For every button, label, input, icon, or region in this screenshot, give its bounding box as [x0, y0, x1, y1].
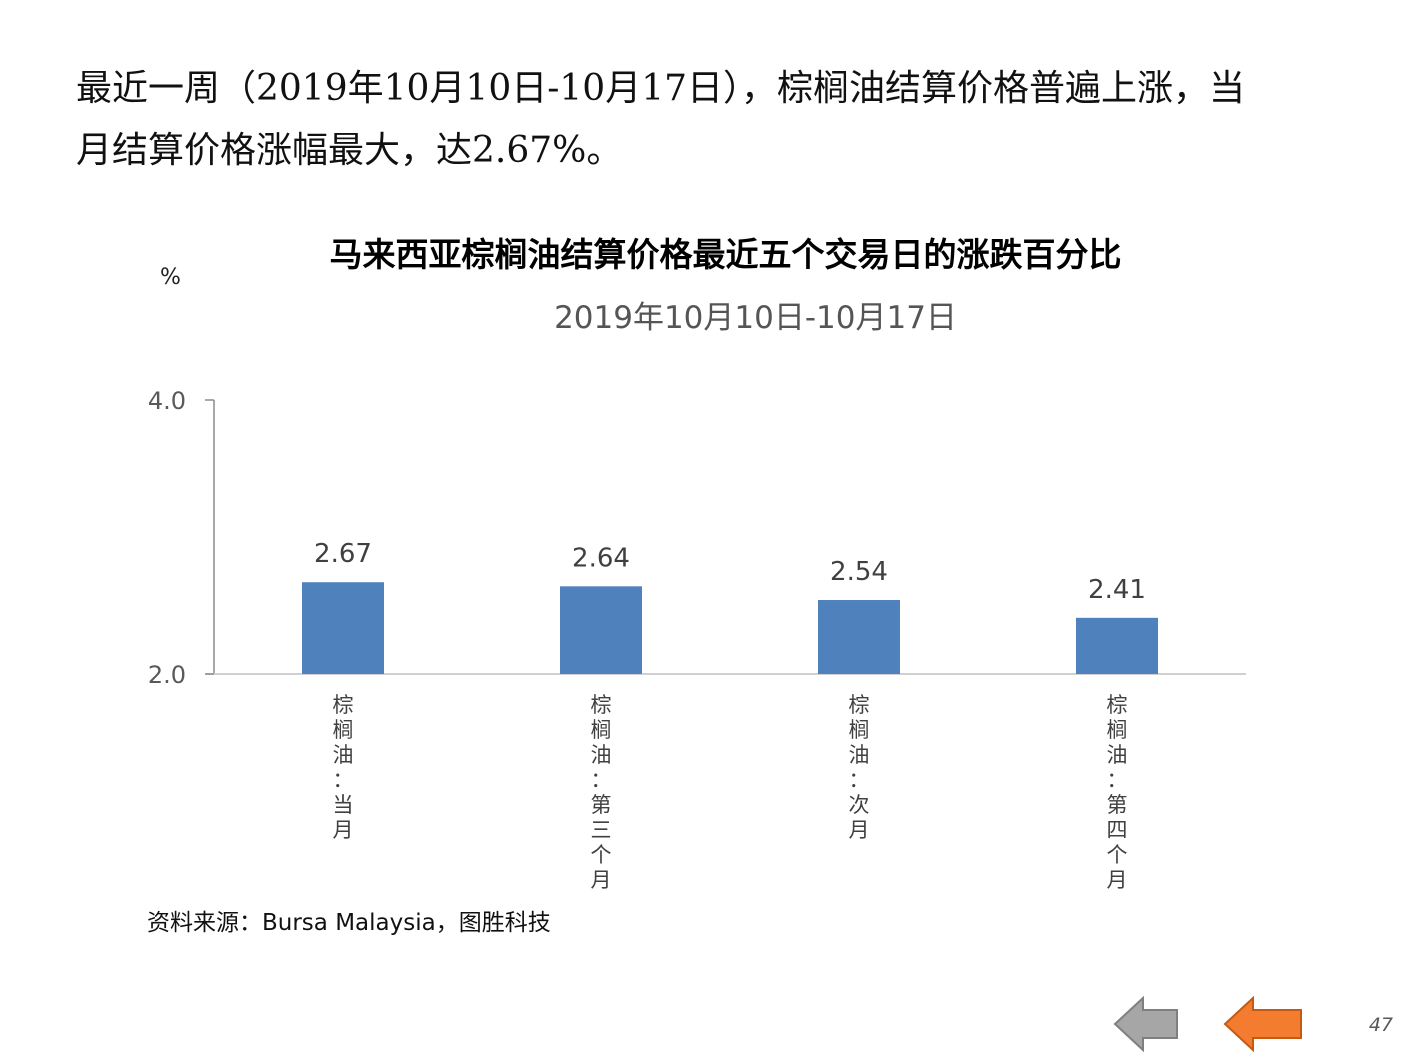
page-number: 47: [1368, 1014, 1393, 1036]
category-label: 棕榈油：次月: [849, 693, 870, 842]
data-label: 2.41: [1088, 575, 1146, 605]
data-label: 2.67: [314, 539, 372, 569]
source-note: 资料来源：Bursa Malaysia，图胜科技: [147, 910, 551, 936]
bar: [560, 586, 642, 674]
bar: [1076, 617, 1158, 674]
category-label: 棕榈油：第四个月: [1107, 693, 1128, 892]
next-page-button[interactable]: [1223, 995, 1305, 1056]
y-axis-unit-label: %: [160, 265, 181, 290]
chart-title: 马来西亚棕榈油结算价格最近五个交易日的涨跌百分比: [329, 235, 1122, 274]
chart-labels: 2.67 棕榈油：当月 2.64 棕榈油：第三个月 2.54 棕榈油：次月 2.41 棕榈油：…: [314, 539, 1146, 892]
bar: [818, 600, 900, 674]
left-arrow-icon: [1223, 995, 1302, 1053]
category-label: 棕榈油：第三个月: [591, 693, 612, 892]
data-label: 2.54: [830, 557, 888, 587]
left-arrow-icon: [1113, 995, 1178, 1053]
intro-text: 最近一周（2019年10月10日-10月17日），棕榈油结算价格普遍上涨，当 月…: [76, 58, 1356, 182]
y-tick-label: 4.0: [148, 387, 186, 415]
category-label: 棕榈油：当月: [333, 693, 354, 842]
intro-line-1: 最近一周（2019年10月10日-10月17日），棕榈油结算价格普遍上涨，当: [76, 68, 1246, 109]
y-tick-label: 2.0: [148, 661, 186, 689]
chart-subtitle: 2019年10月10日-10月17日: [554, 300, 957, 336]
prev-page-button[interactable]: [1113, 995, 1181, 1056]
intro-line-2: 月结算价格涨幅最大，达2.67%。: [76, 130, 623, 171]
bar: [302, 582, 384, 674]
chart-bars: [302, 582, 1158, 674]
data-label: 2.64: [572, 543, 630, 573]
